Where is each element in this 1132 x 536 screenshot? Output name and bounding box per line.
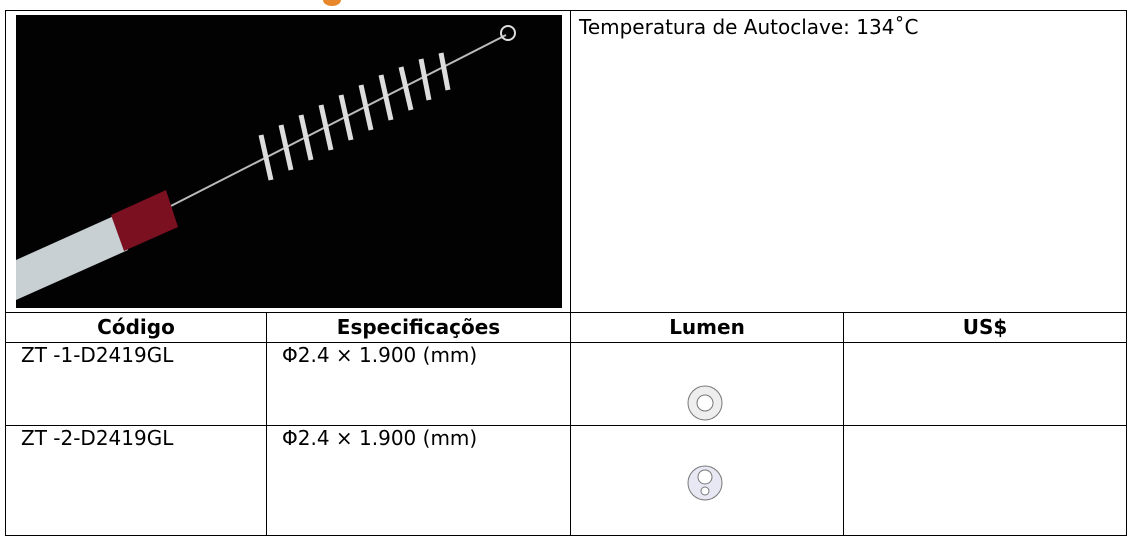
spec: Φ2.4 × 1.900 (mm) — [282, 343, 477, 367]
header-cell: US$ — [843, 312, 1127, 343]
table-cell: ZT -1-D2419GL — [5, 342, 267, 426]
spec: Φ2.4 × 1.900 (mm) — [282, 426, 477, 450]
decoration — [320, 0, 344, 8]
code: ZT -1-D2419GL — [21, 343, 173, 367]
spec-text: Temperatura de Autoclave: 134˚C — [579, 15, 918, 39]
table-cell: Φ2.4 × 1.900 (mm) — [266, 342, 571, 426]
table-cell — [570, 342, 844, 426]
lumen-icon — [685, 463, 725, 503]
header-cell: Especificações — [266, 312, 571, 343]
page: Temperatura de Autoclave: 134˚C Código E… — [0, 0, 1132, 536]
spec-cell: Temperatura de Autoclave: 134˚C — [570, 10, 1127, 313]
table-cell — [843, 425, 1127, 536]
code: ZT -2-D2419GL — [21, 426, 173, 450]
image-cell — [5, 10, 571, 313]
table-cell: ZT -2-D2419GL — [5, 425, 267, 536]
table-cell — [570, 425, 844, 536]
header-cell: Código — [5, 312, 267, 343]
header-cell: Lumen — [570, 312, 844, 343]
lumen-icon — [685, 383, 725, 423]
table-cell: Φ2.4 × 1.900 (mm) — [266, 425, 571, 536]
table-cell — [843, 342, 1127, 426]
product-image — [16, 15, 562, 308]
